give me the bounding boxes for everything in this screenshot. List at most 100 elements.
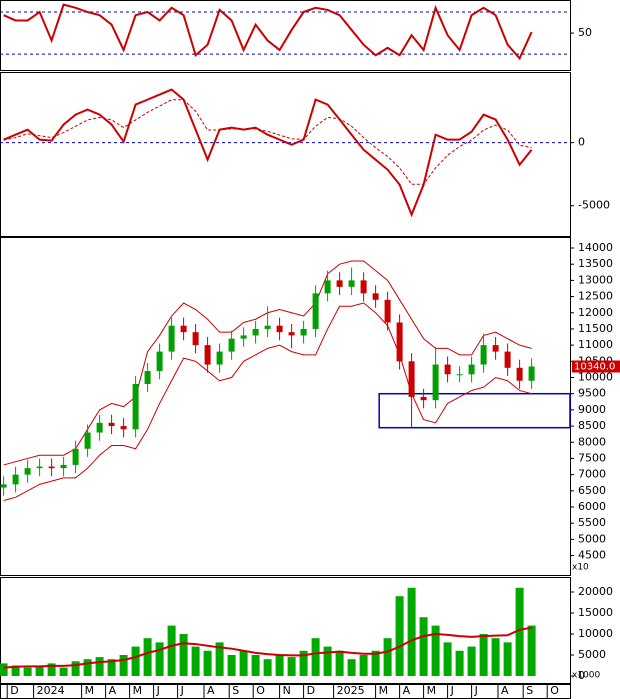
x-tick-label: A <box>109 684 117 697</box>
x-tick-label: D <box>10 684 18 697</box>
x-tick-label: S <box>232 684 239 697</box>
x-tick-label: M <box>85 684 95 697</box>
volume-bar <box>383 638 392 676</box>
x-tick-label: J <box>156 684 160 697</box>
candle-body <box>384 299 391 323</box>
last-price-label: 10340.0 <box>574 362 615 373</box>
x-tick-label: 2024 <box>37 684 65 697</box>
volume-bar <box>299 650 308 676</box>
candle-body <box>72 448 79 465</box>
y-tick-label: 7500 <box>578 451 606 464</box>
x-tick-label: J <box>180 684 184 697</box>
y-tick-label: 7000 <box>578 468 606 481</box>
x-tick-label: 2025 <box>337 684 365 697</box>
x-tick-label: M <box>379 684 389 697</box>
candle-body <box>480 345 487 365</box>
y-tick-label: 10000 <box>578 627 613 640</box>
y-tick-label: 4500 <box>578 549 606 562</box>
volume-bar <box>395 596 404 676</box>
y-tick-label: 0 <box>578 136 585 149</box>
x-tick-label: S <box>526 684 533 697</box>
y-tick-label: 15000 <box>578 606 613 619</box>
volume-bar <box>419 617 428 676</box>
volume-bar <box>0 663 8 676</box>
candle-body <box>0 484 7 488</box>
candle-body <box>300 328 307 336</box>
candle-body <box>312 293 319 329</box>
panel <box>0 72 571 237</box>
candle-body <box>468 364 475 375</box>
x-tick-label: A <box>207 684 215 697</box>
panel <box>0 237 571 576</box>
candle-body <box>60 464 67 469</box>
y-tick-label: 13500 <box>578 257 613 270</box>
candle-body <box>456 374 463 376</box>
y-tick-label: 12000 <box>578 306 613 319</box>
candle-body <box>408 361 415 397</box>
y-tick-label: 5500 <box>578 516 606 529</box>
volume-bar <box>11 665 20 676</box>
candle-body <box>84 432 91 449</box>
volume-bar <box>191 646 200 676</box>
x-tick-label: J <box>474 684 478 697</box>
candle-body <box>120 426 127 430</box>
y-tick-label: -5000 <box>578 199 610 212</box>
x-tick-label: D <box>307 684 315 697</box>
y-tick-label: 5000 <box>578 532 606 545</box>
volume-bar <box>71 661 80 676</box>
y-tick-label: 20000 <box>578 585 613 598</box>
x-tick-label: O <box>550 684 559 697</box>
volume-bar <box>179 633 188 676</box>
candle-body <box>96 422 103 433</box>
volume-bar <box>251 654 260 676</box>
values-line <box>3 3 533 61</box>
volume-bar <box>371 650 380 676</box>
volume-bar <box>515 587 524 676</box>
x-tick-label: N <box>283 684 291 697</box>
volume-bar <box>167 625 176 676</box>
x-tick-label: J <box>450 684 454 697</box>
y-tick-label: 11500 <box>578 322 613 335</box>
volume-bar <box>335 650 344 676</box>
volume-bar <box>527 625 536 676</box>
x-tick-label: A <box>403 684 411 697</box>
candle-body <box>12 474 19 485</box>
volume-bar <box>287 657 296 676</box>
volume-bar <box>407 587 416 676</box>
y-unit: x1000 <box>572 671 601 681</box>
candle-body <box>324 280 331 294</box>
volume-bar <box>23 667 32 676</box>
volume-bar <box>479 633 488 676</box>
volume-bar <box>503 642 512 676</box>
candle-body <box>36 466 43 469</box>
y-unit: x10 <box>572 563 589 573</box>
candle-body <box>432 364 439 401</box>
candle-body <box>48 466 55 469</box>
candle-body <box>204 345 211 365</box>
x-tick-label: M <box>133 684 143 697</box>
candle-body <box>264 325 271 329</box>
y-tick-label: 14000 <box>578 241 613 254</box>
y-tick-label: 50 <box>578 26 592 39</box>
volume-bar <box>455 650 464 676</box>
candle-body <box>372 293 379 300</box>
candle-body <box>144 371 151 384</box>
volume-bar <box>59 667 68 676</box>
volume-bar <box>311 638 320 676</box>
x-tick-label: O <box>256 684 265 697</box>
x-tick-label: M <box>427 684 437 697</box>
volume-bar <box>323 646 332 676</box>
volume-bar <box>275 654 284 676</box>
candle-body <box>444 364 451 375</box>
candle-body <box>288 332 295 336</box>
candle-body <box>240 335 247 339</box>
candle-body <box>276 325 283 333</box>
candle-body <box>252 328 259 336</box>
candle-body <box>420 396 427 401</box>
volume-bar <box>131 646 140 676</box>
volume-bar <box>119 654 128 676</box>
y-tick-label: 11000 <box>578 338 613 351</box>
volume-bar <box>227 654 236 676</box>
candle-body <box>528 366 535 381</box>
